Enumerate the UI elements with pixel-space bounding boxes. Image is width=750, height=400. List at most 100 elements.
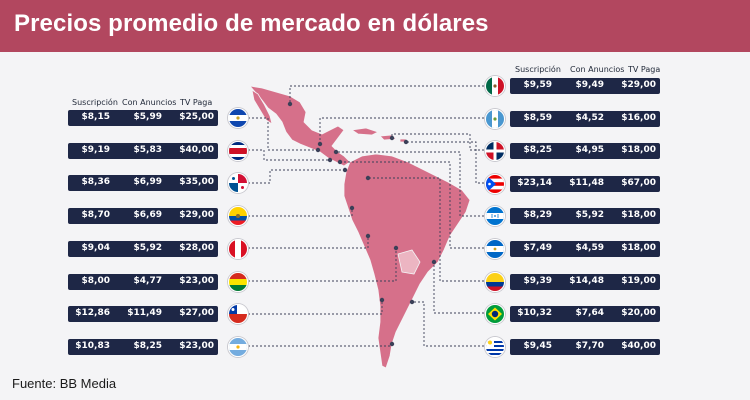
connector-line [248, 208, 353, 217]
price-pay-tv: $18,00 [621, 243, 656, 253]
connector-line [340, 161, 484, 249]
price-pay-tv: $40,00 [179, 144, 214, 155]
nicaragua-flag-icon [485, 239, 505, 259]
right-col-ads: Con Anuncios [570, 65, 625, 74]
location-dot [393, 245, 399, 251]
left-price-row: $12,86 $11,49 $27,00 [68, 306, 218, 323]
location-dot [365, 233, 371, 239]
price-subscription: $9,39 [523, 275, 552, 286]
price-ads: $7,64 [575, 308, 604, 319]
colombia-flag-icon [485, 271, 505, 292]
mexico-central-america-shape [248, 85, 351, 167]
peru-flag-icon [228, 238, 248, 259]
left-price-row: $8,00 $4,77 $23,00 [68, 273, 218, 290]
bolivia-flag-icon [228, 271, 248, 292]
header-bar: Precios promedio de mercado en dólares [0, 0, 750, 52]
price-pay-tv: $18,00 [621, 210, 656, 221]
location-dot [327, 157, 333, 163]
price-pay-tv: $19,00 [621, 275, 656, 286]
location-dot [337, 159, 343, 165]
price-ads: $11,49 [127, 308, 162, 319]
location-dot [317, 141, 323, 147]
price-pay-tv: $18,00 [621, 145, 656, 156]
price-subscription: $9,59 [523, 80, 552, 90]
location-dot [365, 175, 371, 181]
price-ads: $4,77 [133, 275, 162, 286]
uruguay-flag-icon [485, 336, 505, 357]
right-col-paytv: TV Paga [628, 65, 661, 74]
price-ads: $4,59 [575, 243, 604, 253]
chile-flag-icon [228, 304, 248, 325]
right-col-subscription: Suscripción [515, 65, 561, 74]
connector-line [289, 85, 484, 104]
el-salvador-flag-icon [228, 108, 248, 128]
location-dot [403, 139, 409, 145]
left-price-row: $8,15 $5,99 $25,00 [68, 110, 218, 126]
location-dot [333, 149, 339, 155]
brazil-flag-icon [485, 304, 505, 325]
location-dot [431, 259, 437, 265]
price-ads: $6,69 [133, 210, 162, 221]
left-price-row: $8,36 $6,99 $35,00 [68, 175, 218, 192]
connector-line [368, 177, 484, 282]
price-subscription: $8,70 [81, 210, 110, 221]
right-price-row: $10,32 $7,64 $20,00 [510, 306, 660, 323]
location-dot [349, 205, 355, 211]
price-pay-tv: $40,00 [621, 340, 656, 351]
right-price-row: $7,49 $4,59 $18,00 [510, 241, 660, 257]
price-subscription: $8,00 [81, 275, 110, 286]
price-subscription: $8,29 [523, 210, 552, 221]
price-subscription: $23,14 [517, 177, 552, 188]
connector-line [248, 248, 397, 282]
price-subscription: $8,25 [523, 145, 552, 156]
price-ads: $6,99 [133, 177, 162, 188]
left-price-row: $9,19 $5,83 $40,00 [68, 142, 218, 159]
mexico-flag-icon [485, 76, 505, 96]
price-pay-tv: $25,00 [179, 112, 214, 122]
connector-lines [248, 85, 484, 347]
map-shapes [248, 85, 471, 369]
price-ads: $4,52 [575, 112, 604, 123]
price-pay-tv: $35,00 [179, 177, 214, 188]
left-price-row: $9,04 $5,92 $28,00 [68, 240, 218, 257]
connector-line [248, 236, 369, 249]
argentina-flag-icon [228, 336, 248, 357]
connector-line [433, 262, 484, 314]
dominican-republic-flag-icon [485, 141, 505, 162]
price-pay-tv: $16,00 [621, 112, 656, 123]
latin-america-map [248, 85, 484, 369]
location-dot [315, 147, 321, 153]
price-ads: $7,70 [575, 340, 604, 351]
connector-line [248, 117, 318, 151]
page-title: Precios promedio de mercado en dólares [14, 10, 489, 37]
paraguay-shape [397, 249, 421, 275]
connector-line [319, 117, 484, 144]
location-dot [409, 299, 415, 305]
connector-line [248, 149, 330, 161]
price-subscription: $7,49 [523, 243, 552, 253]
connector-line [248, 300, 383, 315]
price-pay-tv: $29,00 [179, 210, 214, 221]
connector-line [248, 344, 393, 347]
price-ads: $5,92 [133, 242, 162, 253]
price-subscription: $10,83 [75, 340, 110, 351]
price-subscription: $8,15 [81, 112, 110, 122]
price-ads: $5,99 [133, 112, 162, 122]
price-ads: $5,92 [575, 210, 604, 221]
honduras-flag-icon [485, 206, 505, 227]
price-subscription: $9,04 [81, 242, 110, 253]
source-note: Fuente: BB Media [12, 376, 117, 391]
price-subscription: $9,19 [81, 144, 110, 155]
price-pay-tv: $23,00 [179, 340, 214, 351]
right-price-row: $8,29 $5,92 $18,00 [510, 208, 660, 225]
price-subscription: $8,36 [81, 177, 110, 188]
right-price-row: $8,25 $4,95 $18,00 [510, 143, 660, 160]
connector-line [391, 133, 484, 151]
price-ads: $8,25 [133, 340, 162, 351]
price-pay-tv: $28,00 [179, 242, 214, 253]
connector-line [336, 151, 484, 217]
location-dot [287, 101, 293, 107]
left-col-ads: Con Anuncios [122, 98, 177, 107]
price-pay-tv: $67,00 [621, 177, 656, 188]
right-price-row: $9,39 $14,48 $19,00 [510, 273, 660, 290]
